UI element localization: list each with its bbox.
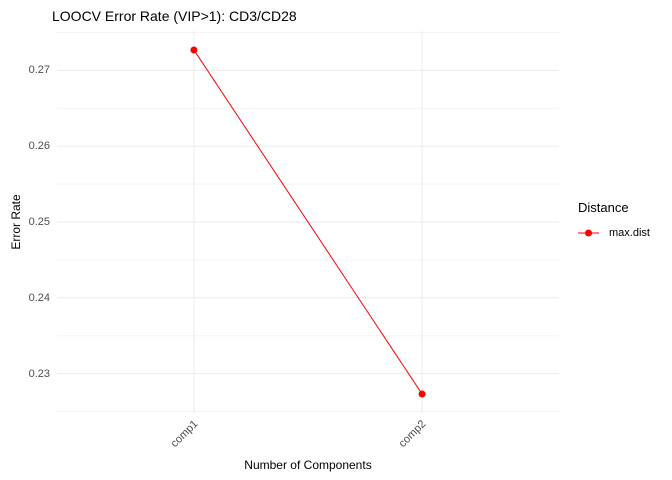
data-point bbox=[190, 46, 198, 54]
series-line bbox=[193, 49, 423, 395]
y-tick-label: 0.26 bbox=[28, 140, 50, 153]
data-series-layer bbox=[190, 46, 426, 398]
y-tick-label: 0.25 bbox=[28, 216, 50, 228]
x-axis-title: Number of Components bbox=[244, 458, 372, 472]
gridlines-minor bbox=[57, 32, 559, 412]
y-tick-label: 0.27 bbox=[28, 64, 50, 77]
data-point bbox=[418, 390, 426, 398]
chart-title: LOOCV Error Rate (VIP>1): CD3/CD28 bbox=[52, 8, 297, 24]
y-tick-label: 0.23 bbox=[28, 367, 50, 380]
y-tick-label: 0.24 bbox=[28, 291, 50, 304]
legend-title: Distance bbox=[578, 200, 629, 215]
legend-key-point-line-icon bbox=[578, 229, 599, 237]
legend-item-maxdist: max.dist bbox=[578, 225, 650, 241]
legend-item-label: max.dist bbox=[609, 227, 650, 239]
